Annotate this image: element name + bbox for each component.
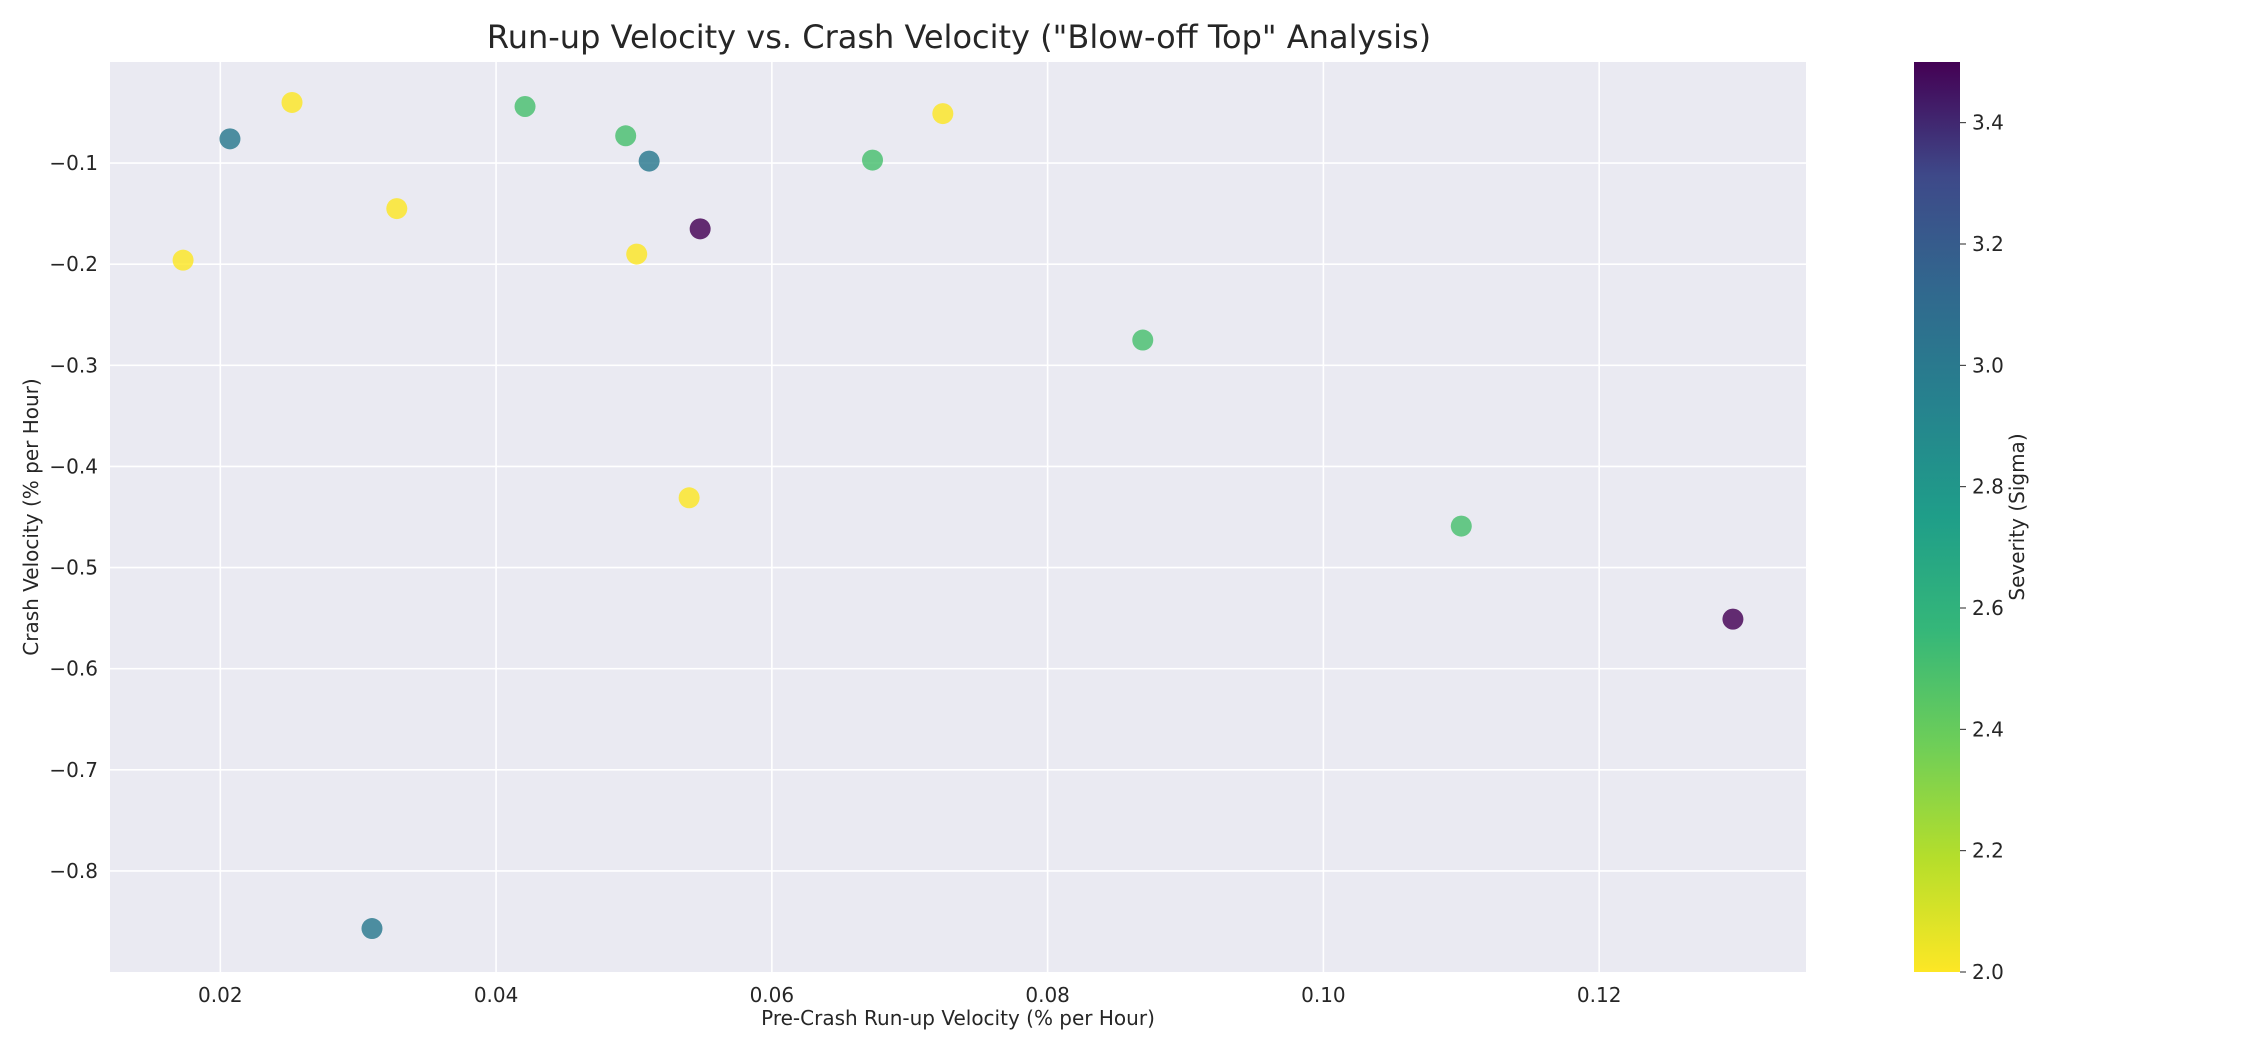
- x-tick-label: 0.02: [198, 983, 243, 1007]
- scatter-point: [1450, 515, 1472, 537]
- scatter-point: [386, 198, 408, 220]
- colorbar-tick-labels: 2.0 2.2 2.4 2.6 2.8 3.0 3.2 3.4: [1960, 111, 2004, 984]
- y-tick-label: −0.8: [49, 859, 98, 883]
- plot-area: [110, 62, 1806, 972]
- colorbar: [1914, 62, 1960, 972]
- y-tick-labels: −0.1 −0.2 −0.3 −0.4 −0.5 −0.6 −0.7 −0.8: [49, 151, 98, 883]
- scatter-point: [172, 249, 194, 271]
- scatter-point: [361, 918, 383, 940]
- scatter-point: [678, 487, 700, 509]
- scatter-point: [1132, 329, 1154, 351]
- colorbar-tick-label: 2.6: [1972, 596, 2004, 620]
- scatter-point: [626, 243, 648, 265]
- y-tick-label: −0.7: [49, 758, 98, 782]
- x-axis-label: Pre-Crash Run-up Velocity (% per Hour): [761, 1006, 1155, 1030]
- x-tick-label: 0.12: [1577, 983, 1622, 1007]
- scatter-point: [514, 95, 536, 117]
- chart-title: Run-up Velocity vs. Crash Velocity ("Blo…: [487, 18, 1431, 56]
- colorbar-tick-label: 3.0: [1972, 353, 2004, 377]
- colorbar-tick-label: 3.2: [1972, 232, 2004, 256]
- scatter-point: [615, 125, 637, 147]
- scatter-point: [219, 128, 241, 150]
- x-tick-label: 0.08: [1025, 983, 1070, 1007]
- y-tick-label: −0.5: [49, 556, 98, 580]
- colorbar-label: Severity (Sigma): [2005, 433, 2029, 600]
- x-tick-label: 0.10: [1301, 983, 1346, 1007]
- y-tick-label: −0.1: [49, 151, 98, 175]
- x-tick-label: 0.06: [750, 983, 795, 1007]
- scatter-point: [932, 103, 954, 125]
- scatter-point: [1722, 608, 1744, 630]
- scatter-point: [638, 150, 660, 172]
- x-tick-labels: 0.02 0.04 0.06 0.08 0.10 0.12: [198, 983, 1621, 1007]
- colorbar-tick-label: 2.0: [1972, 960, 2004, 984]
- x-gridlines: [219, 62, 1600, 972]
- x-tick-label: 0.04: [474, 983, 519, 1007]
- data-points: [172, 91, 1744, 940]
- y-gridlines: [110, 162, 1806, 872]
- colorbar-tick-label: 2.8: [1972, 475, 2004, 499]
- scatter-point: [689, 218, 711, 240]
- scatter-point: [862, 149, 884, 171]
- y-tick-label: −0.6: [49, 657, 98, 681]
- y-tick-label: −0.2: [49, 252, 98, 276]
- colorbar-tick-label: 2.2: [1972, 839, 2004, 863]
- colorbar-tick-label: 3.4: [1972, 111, 2004, 135]
- scatter-point: [281, 91, 303, 113]
- y-axis-label: Crash Velocity (% per Hour): [19, 378, 43, 655]
- y-tick-label: −0.3: [49, 353, 98, 377]
- colorbar-tick-label: 2.4: [1972, 717, 2004, 741]
- y-tick-label: −0.4: [49, 454, 98, 478]
